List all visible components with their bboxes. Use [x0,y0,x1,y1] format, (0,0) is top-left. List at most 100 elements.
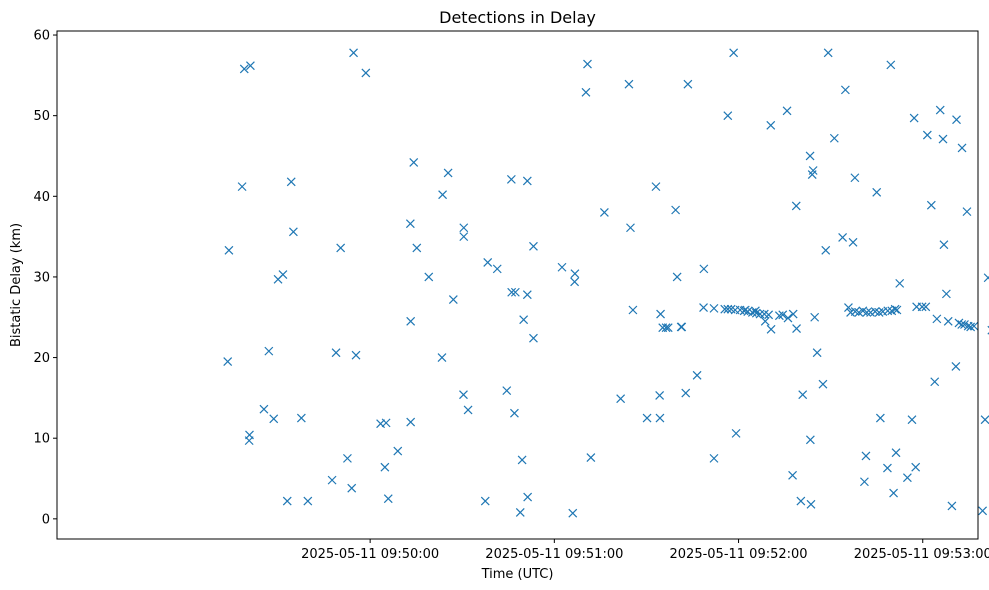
data-point [891,448,901,458]
data-point [796,496,806,506]
data-point [656,309,665,319]
data-point [626,223,635,233]
y-axis-ticks: 0 10 20 30 40 50 60 [33,29,57,527]
y-tick-label: 60 [33,29,50,44]
data-point [616,394,626,404]
x-axis-ticks: 2025-05-11 09:50:00 2025-05-11 09:51:00 20… [301,539,989,562]
plot-area [57,31,978,539]
data-point [502,386,512,396]
data-point [791,201,801,211]
data-point [288,227,298,237]
data-point [983,273,989,283]
data-point [296,413,306,423]
data-point [883,463,892,473]
data-point [829,133,839,143]
data-point [729,48,739,58]
data-point [581,87,591,97]
data-point [709,303,719,313]
data-point [517,455,527,465]
data-point [259,404,269,414]
data-point [810,312,820,322]
data-point [807,170,817,179]
data-point [872,187,882,197]
data-point [840,85,850,95]
data-point [529,333,538,343]
data-point [938,134,948,144]
data-point [224,245,234,255]
data-point [943,316,953,326]
data-point [523,492,533,502]
data-point [909,113,919,123]
data-point [672,272,682,282]
data-point [459,232,469,242]
data-point [861,451,871,461]
data-point [661,323,671,333]
data-point [628,305,638,315]
data-point [935,105,945,115]
data-point [805,151,815,161]
data-point [406,316,416,326]
x-tick-label: 2025-05-11 09:51:00 [485,547,623,562]
data-point [766,324,776,334]
y-axis-label: Bistatic Delay (km) [9,223,24,347]
data-point [522,290,532,300]
data-point [723,111,733,121]
data-point [244,436,254,446]
data-point [522,176,532,186]
data-point [683,79,693,89]
data-point [381,418,391,428]
data-point [783,313,793,323]
data-point [483,257,493,267]
data-point [269,414,279,424]
data-point [405,219,415,229]
data-point [583,59,592,69]
data-point [952,115,961,125]
y-tick-label: 0 [42,512,50,527]
data-point [740,305,750,315]
data-point [438,190,448,200]
data-point [264,346,274,356]
data-point [883,306,893,316]
data-point [327,475,337,485]
data-point [459,223,469,233]
data-point [393,446,403,456]
data-point [921,302,931,312]
data-point [823,48,833,58]
data-point [941,289,951,299]
data-point [510,287,520,297]
data-point [463,405,473,415]
data-point [890,304,900,314]
data-point [480,496,490,506]
data-point [624,79,634,89]
data-point [709,453,719,463]
data-point [529,241,538,251]
data-point [812,348,822,358]
data-point [331,348,341,358]
data-point [895,278,905,288]
x-axis-label: Time (UTC) [481,567,554,582]
data-point [223,357,233,367]
y-tick-label: 30 [33,270,50,285]
data-point [788,309,798,319]
data-point [383,494,393,504]
data-point [774,311,784,321]
data-point [286,177,296,187]
x-tick-label: 2025-05-11 09:52:00 [670,547,808,562]
data-point [671,205,681,215]
data-point [957,320,967,329]
data-point [978,506,988,516]
data-point [380,462,390,472]
data-point [939,240,949,250]
data-point [642,413,652,423]
data-point [409,158,419,167]
data-point [342,453,352,463]
data-point [677,322,687,332]
data-point [570,277,580,287]
data-point [850,173,860,183]
data-point [406,417,416,427]
data-point [951,362,961,371]
data-point [437,353,447,362]
data-point [926,200,936,210]
data-point [681,388,691,398]
data-point [731,428,741,438]
